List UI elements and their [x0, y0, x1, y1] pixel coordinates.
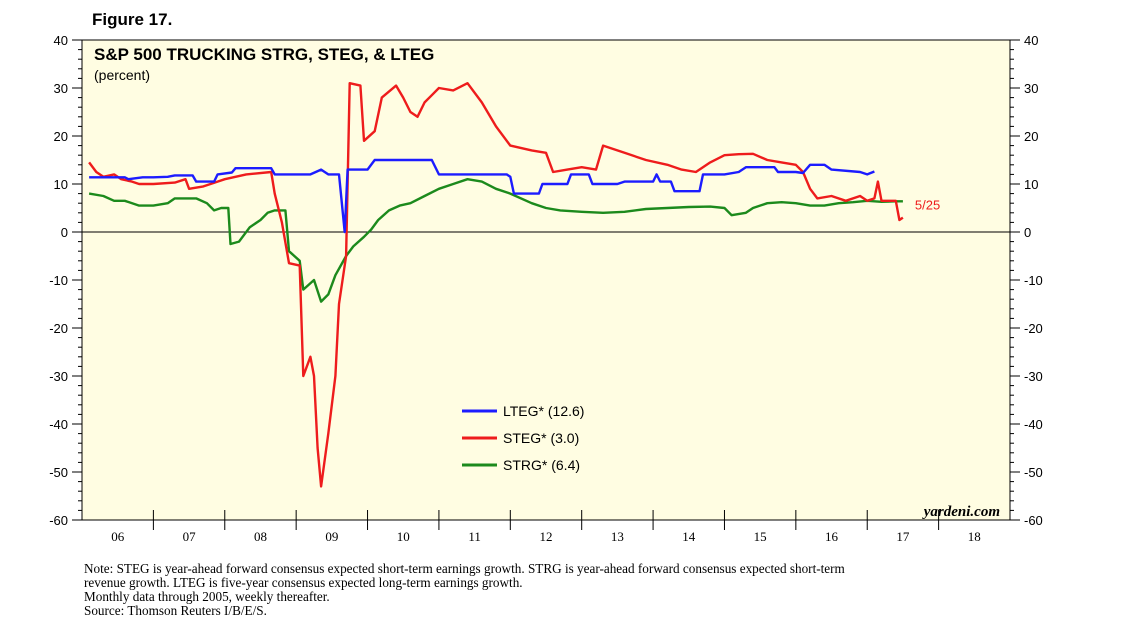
x-tick-label: 07	[183, 529, 197, 544]
notes: Note: STEG is year-ahead forward consens…	[84, 562, 1064, 618]
y-tick-label-left: 20	[54, 129, 68, 144]
figure-label: Figure 17.	[92, 10, 173, 29]
y-tick-label-right: 40	[1024, 33, 1038, 48]
y-tick-label-right: 0	[1024, 225, 1031, 240]
note-line-3: Monthly data through 2005, weekly therea…	[84, 589, 330, 604]
y-tick-label-right: -30	[1024, 369, 1043, 384]
series-line-lteg	[89, 158, 875, 234]
plot-area	[81, 39, 1011, 521]
chart: 5/25 40 40 30 30 20 20 10 10 0 0 -10 -10 -20 -20 -30 -3…	[49, 33, 1043, 544]
x-tick-label: 17	[896, 529, 910, 544]
x-tick-label: 18	[968, 529, 981, 544]
chart-title: S&P 500 TRUCKING STRG, STEG, & LTEG	[94, 45, 434, 64]
y-tick-label-left: -30	[49, 369, 68, 384]
x-tick-label: 16	[825, 529, 839, 544]
y-tick-label-right: 20	[1024, 129, 1038, 144]
y-tick-label-right: 30	[1024, 81, 1038, 96]
y-tick-label-left: 10	[54, 177, 68, 192]
x-tick-label: 12	[540, 529, 553, 544]
x-tick-label: 09	[325, 529, 338, 544]
y-tick-label-left: -50	[49, 465, 68, 480]
x-tick-label: 14	[682, 529, 696, 544]
legend-label-strg: STRG* (6.4)	[503, 457, 580, 473]
series-line-steg	[88, 82, 904, 488]
chart-subtitle: (percent)	[94, 67, 150, 83]
y-tick-label-right: 10	[1024, 177, 1038, 192]
y-tick-label-left: 0	[61, 225, 68, 240]
note-line-1: Note: STEG is year-ahead forward consens…	[84, 561, 845, 576]
note-line-2: revenue growth. LTEG is five-year consen…	[84, 575, 523, 590]
legend-label-lteg: LTEG* (12.6)	[503, 403, 584, 419]
y-tick-label-left: -60	[49, 513, 68, 528]
y-tick-label-left: -20	[49, 321, 68, 336]
x-tick-label: 13	[611, 529, 624, 544]
note-line-4: Source: Thomson Reuters I/B/E/S.	[84, 603, 267, 618]
y-tick-label-right: -50	[1024, 465, 1043, 480]
series-line-strg	[88, 178, 903, 303]
watermark: yardeni.com	[922, 504, 1000, 520]
x-tick-label: 08	[254, 529, 267, 544]
y-tick-label-left: -40	[49, 417, 68, 432]
x-tick-label: 15	[754, 529, 767, 544]
y-tick-label-right: -60	[1024, 513, 1043, 528]
y-tick-label-right: -40	[1024, 417, 1043, 432]
legend-label-steg: STEG* (3.0)	[503, 430, 579, 446]
x-tick-label: 11	[468, 529, 481, 544]
y-tick-label-right: -10	[1024, 273, 1043, 288]
y-tick-label-left: -10	[49, 273, 68, 288]
y-tick-label-left: 30	[54, 81, 68, 96]
y-tick-label-right: -20	[1024, 321, 1043, 336]
last-point-label: 5/25	[915, 198, 940, 213]
y-tick-label-left: 40	[54, 33, 68, 48]
x-tick-label: 06	[111, 529, 125, 544]
x-tick-label: 10	[397, 529, 410, 544]
